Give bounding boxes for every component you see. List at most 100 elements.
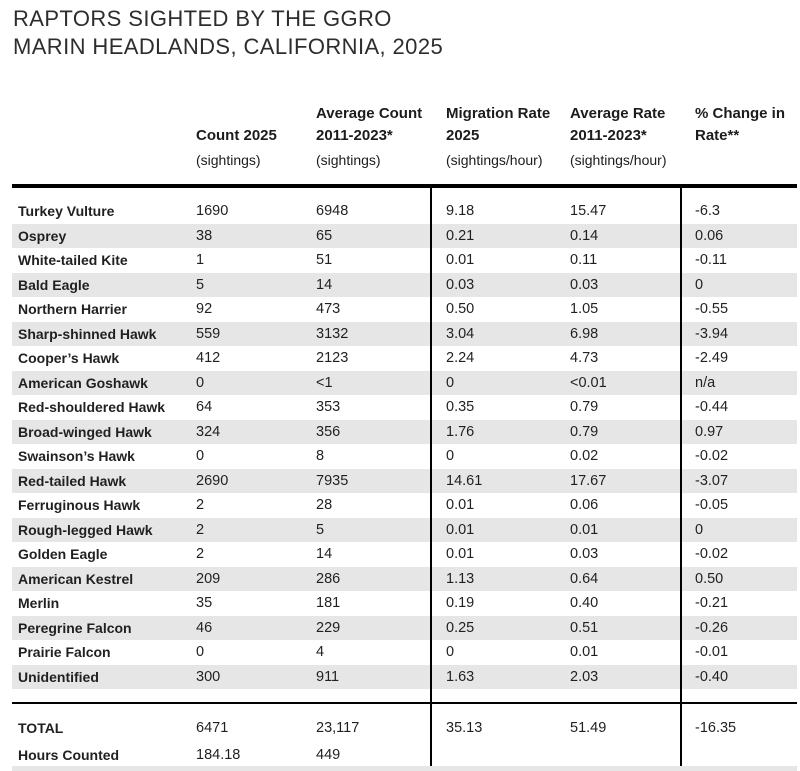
bottom-cutoff-stripe (12, 766, 797, 771)
species-name: Bald Eagle (18, 276, 90, 293)
species-name: Golden Eagle (18, 546, 108, 562)
header-line1: Average Count (316, 105, 423, 122)
average-count-value: 229 (316, 619, 341, 636)
table-row: Unidentified 300 911 1.63 2.03 -0.40 (12, 664, 797, 689)
hours-counted-average: 449 (316, 747, 341, 763)
average-count-value: 2123 (316, 350, 349, 366)
header-units: (sightings) (196, 152, 261, 168)
average-rate-value: 0.03 (570, 546, 599, 562)
species-name: White-tailed Kite (18, 252, 128, 268)
species-name: Red-tailed Hawk (18, 472, 127, 489)
hours-counted-row: Hours Counted 184.18 449 (12, 742, 797, 769)
hours-counted-blank-1 (432, 742, 558, 769)
header-line2: Count 2025 (196, 127, 277, 144)
count-2025-value: 412 (196, 350, 221, 366)
pct-change-value: -3.07 (695, 472, 729, 489)
pct-change-value: -0.02 (695, 448, 729, 464)
migration-rate-value: 9.18 (446, 203, 475, 219)
average-count-value: 356 (316, 423, 341, 440)
pct-change-value: -0.02 (695, 546, 729, 562)
table-row: Bald Eagle 5 14 0.03 0.03 0 (12, 272, 797, 297)
count-2025-value: 209 (196, 570, 221, 587)
migration-rate-value: 0.01 (446, 521, 475, 538)
hours-counted-label: Hours Counted (18, 747, 120, 763)
header-units: (sightings/hour) (570, 152, 667, 168)
total-count-2025: 6471 (196, 720, 229, 736)
pct-change-value: -0.40 (695, 668, 729, 685)
hours-counted-2025: 184.18 (196, 747, 241, 763)
average-rate-value: 0.40 (570, 595, 599, 611)
table-row: Swainson’s Hawk 0 8 0 0.02 -0.02 (12, 444, 797, 469)
average-rate-value: 0.64 (570, 570, 599, 587)
header-average-rate: Average Rate 2011-2023* (sightings/hour) (558, 103, 682, 171)
average-rate-value: 2.03 (570, 668, 599, 685)
average-rate-value: 0.01 (570, 644, 599, 660)
migration-rate-value: 0.01 (446, 252, 475, 268)
average-count-value: 286 (316, 570, 341, 587)
migration-rate-value: 2.24 (446, 350, 475, 366)
species-name: American Goshawk (18, 374, 148, 391)
table-row: Peregrine Falcon 46 229 0.25 0.51 -0.26 (12, 615, 797, 640)
average-rate-value: 0.14 (570, 227, 599, 244)
average-rate-value: 4.73 (570, 350, 599, 366)
average-rate-value: 1.05 (570, 301, 599, 317)
count-2025-value: 35 (196, 595, 213, 611)
pct-change-value: n/a (695, 374, 716, 391)
migration-rate-value: 1.63 (446, 668, 475, 685)
species-name: Peregrine Falcon (18, 619, 132, 636)
header-line1 (196, 103, 312, 125)
header-line1: Migration Rate (446, 105, 551, 122)
header-average-count: Average Count 2011-2023* (sightings) (312, 103, 432, 171)
table-header: Count 2025 (sightings) Average Count 201… (12, 103, 797, 171)
count-2025-value: 2 (196, 521, 205, 538)
table-row: American Kestrel 209 286 1.13 0.64 0.50 (12, 566, 797, 591)
average-rate-value: 0.06 (570, 497, 599, 513)
migration-rate-value: 0.03 (446, 276, 475, 293)
header-line1: Average Rate (570, 105, 666, 122)
pct-change-value: -0.05 (695, 497, 729, 513)
table-row: Turkey Vulture 1690 6948 9.18 15.47 -6.3 (12, 199, 797, 224)
species-name: Northern Harrier (18, 301, 127, 317)
table-row: Red-tailed Hawk 2690 7935 14.61 17.67 -3… (12, 468, 797, 493)
count-2025-value: 1690 (196, 203, 229, 219)
count-2025-value: 0 (196, 644, 205, 660)
total-row: TOTAL 6471 23,117 35.13 51.49 -16.35 (12, 715, 797, 742)
average-count-value: 7935 (316, 472, 349, 489)
pct-change-value: 0.06 (695, 227, 724, 244)
average-count-value: 65 (316, 227, 333, 244)
raptor-rows: Turkey Vulture 1690 6948 9.18 15.47 -6.3… (12, 199, 797, 689)
migration-rate-value: 0.01 (446, 497, 475, 513)
table-row: Sharp-shinned Hawk 559 3132 3.04 6.98 -3… (12, 321, 797, 346)
migration-rate-value: 14.61 (446, 472, 483, 489)
average-rate-value: 0.79 (570, 423, 599, 440)
title-line-1: RAPTORS SIGHTED BY THE GGRO (13, 6, 392, 31)
pct-change-value: -0.44 (695, 399, 729, 415)
pct-change-value: -0.55 (695, 301, 729, 317)
average-count-value: 4 (316, 644, 325, 660)
header-units: (sightings/hour) (446, 152, 543, 168)
migration-rate-value: 3.04 (446, 325, 475, 342)
count-2025-value: 0 (196, 448, 205, 464)
count-2025-value: 300 (196, 668, 221, 685)
header-count-2025: Count 2025 (sightings) (192, 103, 312, 171)
species-name: Cooper’s Hawk (18, 350, 120, 366)
header-line2: 2011-2023* (316, 127, 393, 144)
average-count-value: 6948 (316, 203, 349, 219)
average-rate-value: 0.02 (570, 448, 599, 464)
species-name: Broad-winged Hawk (18, 423, 152, 440)
migration-rate-value: 0 (446, 644, 455, 660)
average-count-value: 8 (316, 448, 325, 464)
count-2025-value: 64 (196, 399, 213, 415)
count-2025-value: 2690 (196, 472, 229, 489)
species-name: Sharp-shinned Hawk (18, 325, 157, 342)
migration-rate-value: 0 (446, 374, 455, 391)
column-divider-1 (430, 184, 432, 766)
average-count-value: 28 (316, 497, 333, 513)
page-title: RAPTORS SIGHTED BY THE GGRO MARIN HEADLA… (13, 5, 443, 61)
hours-counted-blank-3 (682, 742, 797, 769)
migration-rate-value: 0.01 (446, 546, 475, 562)
average-count-value: 473 (316, 301, 341, 317)
table-row: White-tailed Kite 1 51 0.01 0.11 -0.11 (12, 248, 797, 273)
average-rate-value: 0.79 (570, 399, 599, 415)
